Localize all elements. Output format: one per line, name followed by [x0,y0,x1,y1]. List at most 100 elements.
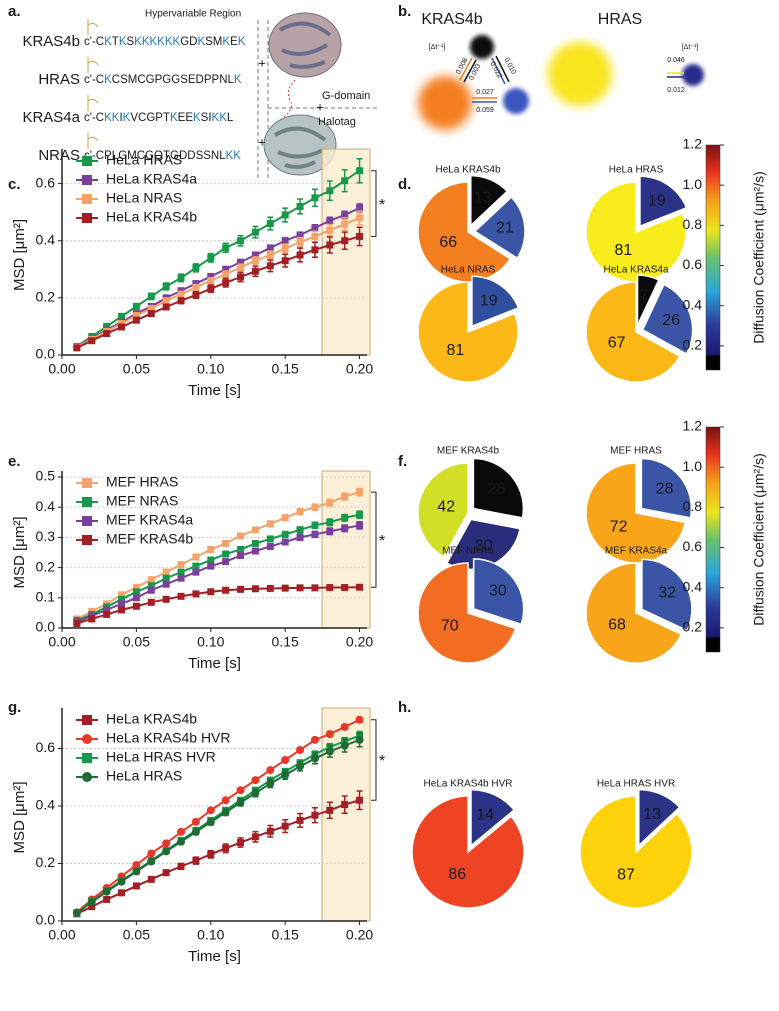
rate-label: 0.022 [488,61,502,80]
data-point [281,822,289,830]
legend-label: HeLa KRAS4b [106,209,197,225]
x-axis-label: Time [s] [188,382,241,399]
pie-slice [585,281,681,383]
sequence-char: C [96,74,104,86]
data-point [132,594,140,602]
sequence-char: C [96,36,104,48]
legend-marker [82,753,92,763]
data-point [206,818,215,827]
sequence-char: K [165,36,173,48]
data-point [266,535,274,543]
data-point [326,527,334,535]
sequence-char: Q [154,150,163,162]
significance-bracket [371,719,377,801]
data-point [162,595,170,603]
data-point [147,310,155,318]
data-point [88,337,96,345]
legend-marker [82,516,92,526]
lipid-anchor [87,95,99,111]
pie-label: 68 [608,616,626,633]
sequence-char: S [205,36,213,48]
protein-name: KRAS4a [22,109,80,126]
significance-bracket [371,170,377,237]
legend-label: HeLa KRAS4b [106,711,197,727]
data-point [192,562,200,570]
data-point [340,741,349,750]
data-point [132,882,140,890]
pie-title: HeLa KRAS4b HVR [424,779,513,790]
y-tick-label: 0.2 [36,558,56,574]
data-point [222,265,230,273]
panel-a-art: + + + [257,12,380,180]
data-point [162,297,170,305]
sequence-char: C [137,74,145,86]
x-tick-label: 0.15 [272,361,299,377]
sequence-char: S [120,74,128,86]
colorbar-label: Diffusion Coefficient (μm²/s) [751,171,767,344]
sequence-char: T [112,36,119,48]
pie-label: 32 [658,584,676,601]
pie-label: 87 [617,866,635,883]
sequence-char: L [219,150,226,162]
data-point [222,550,230,558]
sequence-char: K [134,36,142,48]
x-tick-label: 0.10 [197,634,224,650]
panel-label: e. [8,453,21,470]
data-point [251,547,259,555]
sequence: c'-CKTKSKKKKKKGDKSMKEK [84,36,246,48]
data-point [147,857,156,866]
data-point [118,889,126,897]
sequence-char: P [212,74,220,86]
data-point [341,514,349,522]
data-point [266,584,274,592]
data-point [162,303,170,311]
data-point [147,582,155,590]
data-point [177,827,186,836]
sequence-char: E [178,112,186,124]
sequence-char: - [92,112,96,124]
data-point [177,568,185,576]
data-point [162,847,171,856]
panel-label: d. [398,176,411,193]
data-point [162,574,170,582]
rate-label: 0.046 [667,57,685,64]
sequence-char: S [196,150,204,162]
pie-title: MEF KRAS4a [605,546,668,557]
panel-label: f. [398,453,407,470]
data-point [103,895,111,903]
x-tick-label: 0.05 [123,634,150,650]
data-point [311,530,319,538]
sequence-char: P [155,74,163,86]
data-point [341,211,349,219]
data-point [162,282,170,290]
data-point [118,591,126,599]
x-tick-label: 0.15 [272,634,299,650]
sequence-char: K [150,36,158,48]
pie-label: 66 [439,234,457,251]
legend-marker [82,194,92,204]
data-point [310,735,319,744]
pie-slice [585,562,683,664]
data-point [266,779,275,788]
pie-label: 21 [496,220,514,237]
panel-label: h. [398,699,411,716]
protein-name: NRAS [38,147,80,164]
data-point [266,220,274,228]
data-point [281,514,289,522]
data-point [296,251,304,259]
pie-slice [411,795,525,909]
y-axis-label: MSD [μm²] [11,517,28,589]
sequence-char: G [146,112,155,124]
data-point [356,583,364,591]
sequence-char: V [130,112,138,124]
region-label: Hypervariable Region [145,9,241,20]
sequence-char: K [157,36,165,48]
pie-slice [417,281,519,383]
data-point [341,493,349,501]
rate-unit: [Δt⁻¹] [682,44,699,51]
data-point [311,521,319,529]
data-point [340,722,349,731]
panel-b-art [418,35,704,130]
data-point [147,586,155,594]
